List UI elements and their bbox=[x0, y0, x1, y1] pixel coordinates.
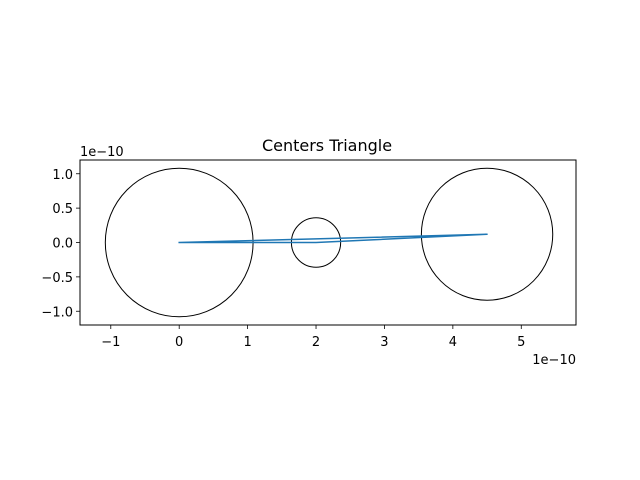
circle-3 bbox=[420, 167, 554, 301]
x-tick-label: −1 bbox=[101, 335, 120, 350]
plot-area bbox=[104, 167, 554, 318]
x-tick-label: 1 bbox=[243, 335, 251, 350]
x-tick-label: 3 bbox=[380, 335, 388, 350]
x-tick-label: 4 bbox=[449, 335, 457, 350]
x-tick-label: 2 bbox=[312, 335, 320, 350]
y-tick-label: 0.0 bbox=[52, 237, 73, 252]
x-offset-label: 1e−10 bbox=[532, 353, 576, 368]
x-tick-label: 5 bbox=[517, 335, 525, 350]
x-axis: −1 0 1 2 3 4 5 bbox=[101, 325, 525, 350]
y-axis: 1.0 0.5 0.0 −0.5 −1.0 bbox=[41, 168, 80, 320]
series-line-1 bbox=[178, 233, 488, 244]
chart-title: Centers Triangle bbox=[262, 136, 392, 155]
y-offset-label: 1e−10 bbox=[80, 145, 124, 160]
y-tick-label: −1.0 bbox=[41, 305, 73, 320]
y-tick-label: 1.0 bbox=[52, 168, 73, 183]
y-tick-label: −0.5 bbox=[41, 271, 73, 286]
y-tick-label: 0.5 bbox=[52, 202, 73, 217]
series-layer bbox=[178, 233, 488, 244]
x-tick-label: 0 bbox=[175, 335, 183, 350]
